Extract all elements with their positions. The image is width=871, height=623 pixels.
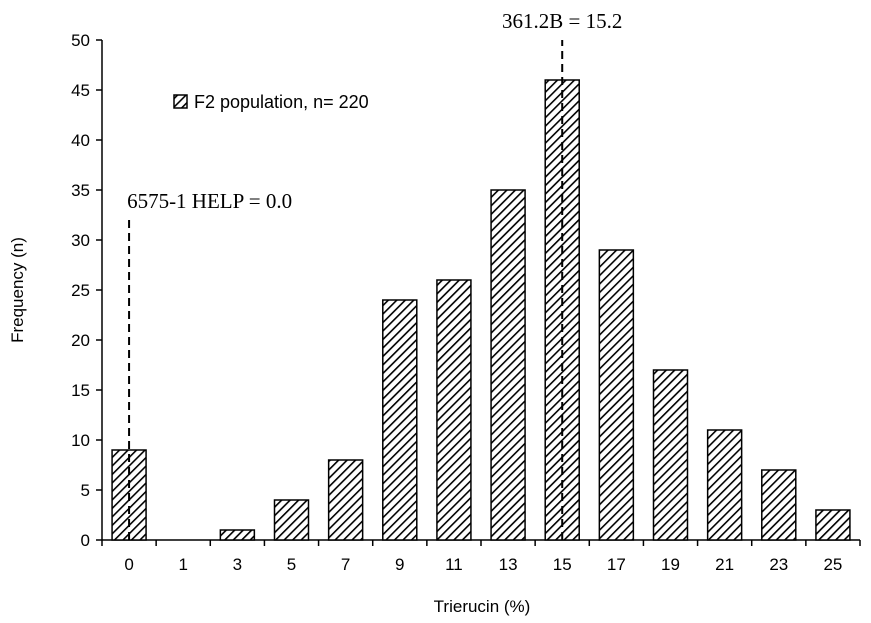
x-tick-label: 15: [553, 555, 572, 574]
x-tick-label: 1: [178, 555, 187, 574]
y-tick-label: 35: [71, 181, 90, 200]
bar: [382, 299, 418, 541]
x-tick-label: 0: [124, 555, 133, 574]
bar: [436, 279, 472, 541]
x-tick-label: 21: [715, 555, 734, 574]
legend-label: F2 population, n= 220: [194, 92, 369, 112]
bar: [490, 189, 526, 541]
y-tick-label: 25: [71, 281, 90, 300]
y-tick-label: 10: [71, 431, 90, 450]
x-tick-label: 25: [823, 555, 842, 574]
x-tick-label: 9: [395, 555, 404, 574]
bar: [652, 369, 689, 541]
bar: [815, 509, 851, 541]
bar: [327, 459, 364, 541]
y-tick-label: 15: [71, 381, 90, 400]
bar: [761, 469, 797, 541]
x-tick-label: 3: [233, 555, 242, 574]
bar: [273, 499, 310, 541]
y-tick-label: 50: [71, 31, 90, 50]
y-tick-label: 30: [71, 231, 90, 250]
y-tick-label: 40: [71, 131, 90, 150]
y-tick-label: 5: [81, 481, 90, 500]
x-tick-label: 19: [661, 555, 680, 574]
x-tick-label: 23: [769, 555, 788, 574]
y-tick-label: 45: [71, 81, 90, 100]
y-tick-label: 0: [81, 531, 90, 550]
annotation-label: 6575-1 HELP = 0.0: [127, 189, 292, 213]
x-tick-label: 17: [607, 555, 626, 574]
x-tick-label: 5: [287, 555, 296, 574]
x-axis-title: Trierucin (%): [434, 597, 531, 616]
legend-swatch: [173, 94, 188, 109]
y-tick-label: 20: [71, 331, 90, 350]
x-tick-label: 11: [445, 555, 463, 574]
x-tick-label: 7: [341, 555, 350, 574]
bar: [598, 249, 635, 541]
bar: [706, 429, 743, 541]
legend: F2 population, n= 220: [173, 92, 369, 112]
x-tick-label: 13: [499, 555, 518, 574]
y-axis-title: Frequency (n): [8, 237, 27, 343]
annotation-label: 361.2B = 15.2: [502, 9, 622, 33]
bar: [219, 529, 256, 541]
